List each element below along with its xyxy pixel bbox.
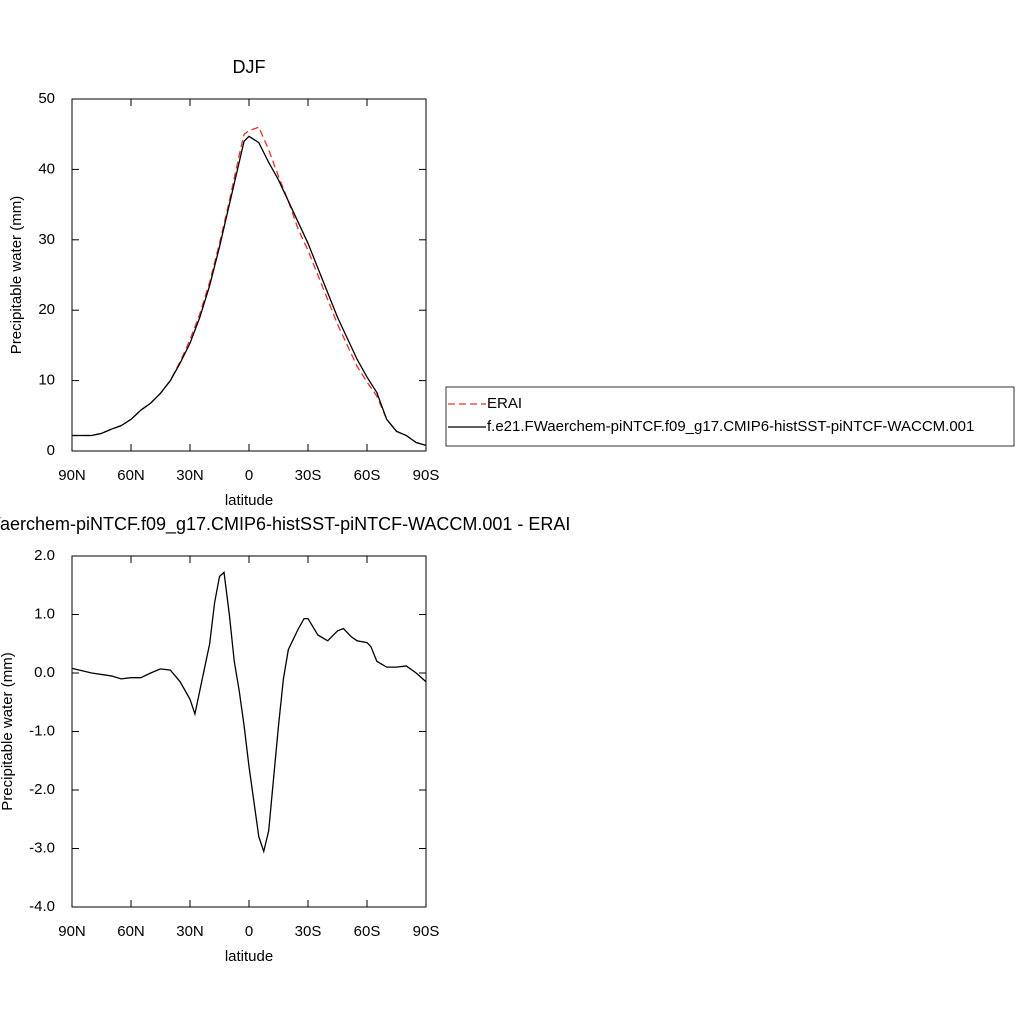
data-line (71, 571, 427, 854)
data-line (72, 126, 427, 446)
legend-frame (445, 386, 1015, 447)
y-tick-label: -4.0 (29, 898, 55, 915)
y-tick-label: -2.0 (29, 781, 55, 798)
y-tick-label: -3.0 (29, 839, 55, 856)
legend-label: f.e21.FWaerchem-piNTCF.f09_g17.CMIP6-his… (487, 418, 974, 435)
y-tick-label: 40 (38, 160, 55, 177)
y-tick-label: 1.0 (34, 605, 55, 622)
y-tick-label: 50 (38, 90, 55, 107)
y-tick-label: 10 (38, 372, 55, 389)
x-tick-label: 30S (295, 923, 322, 940)
legend: ERAI f.e21.FWaerchem-piNTCF.f09_g17.CMIP6… (445, 386, 1015, 447)
chart-title: DJF (233, 57, 266, 77)
x-axis-label: latitude (225, 492, 273, 509)
x-tick-label: 30S (295, 467, 322, 484)
x-tick-label: 60N (117, 467, 145, 484)
x-tick-label: 0 (245, 467, 253, 484)
y-axis-label: Precipitable water (mm) (8, 196, 25, 354)
x-axis-label: latitude (225, 948, 273, 965)
y-tick-label: -1.0 (29, 722, 55, 739)
x-tick-label: 60S (354, 467, 381, 484)
chart-title: f.e21.FWaerchem-piNTCF.f09_g17.CMIP6-his… (0, 514, 570, 535)
x-tick-label: 90N (58, 923, 86, 940)
data-line (72, 135, 427, 446)
x-tick-label: 90S (413, 467, 440, 484)
y-tick-label: 0 (47, 442, 55, 459)
y-tick-label: 20 (38, 301, 55, 318)
y-tick-label: 30 (38, 231, 55, 248)
plot-frame (71, 555, 427, 908)
plot-frame (71, 98, 427, 452)
y-tick-label: 2.0 (34, 547, 55, 564)
x-tick-label: 90S (413, 923, 440, 940)
y-axis-label: Precipitable water (mm) (0, 652, 16, 810)
x-tick-label: 60N (117, 923, 145, 940)
legend-label: ERAI (487, 395, 522, 412)
y-tick-label: 0.0 (34, 664, 55, 681)
x-tick-label: 90N (58, 467, 86, 484)
x-tick-label: 60S (354, 923, 381, 940)
x-tick-label: 30N (176, 467, 204, 484)
x-tick-label: 0 (245, 923, 253, 940)
x-tick-label: 30N (176, 923, 204, 940)
